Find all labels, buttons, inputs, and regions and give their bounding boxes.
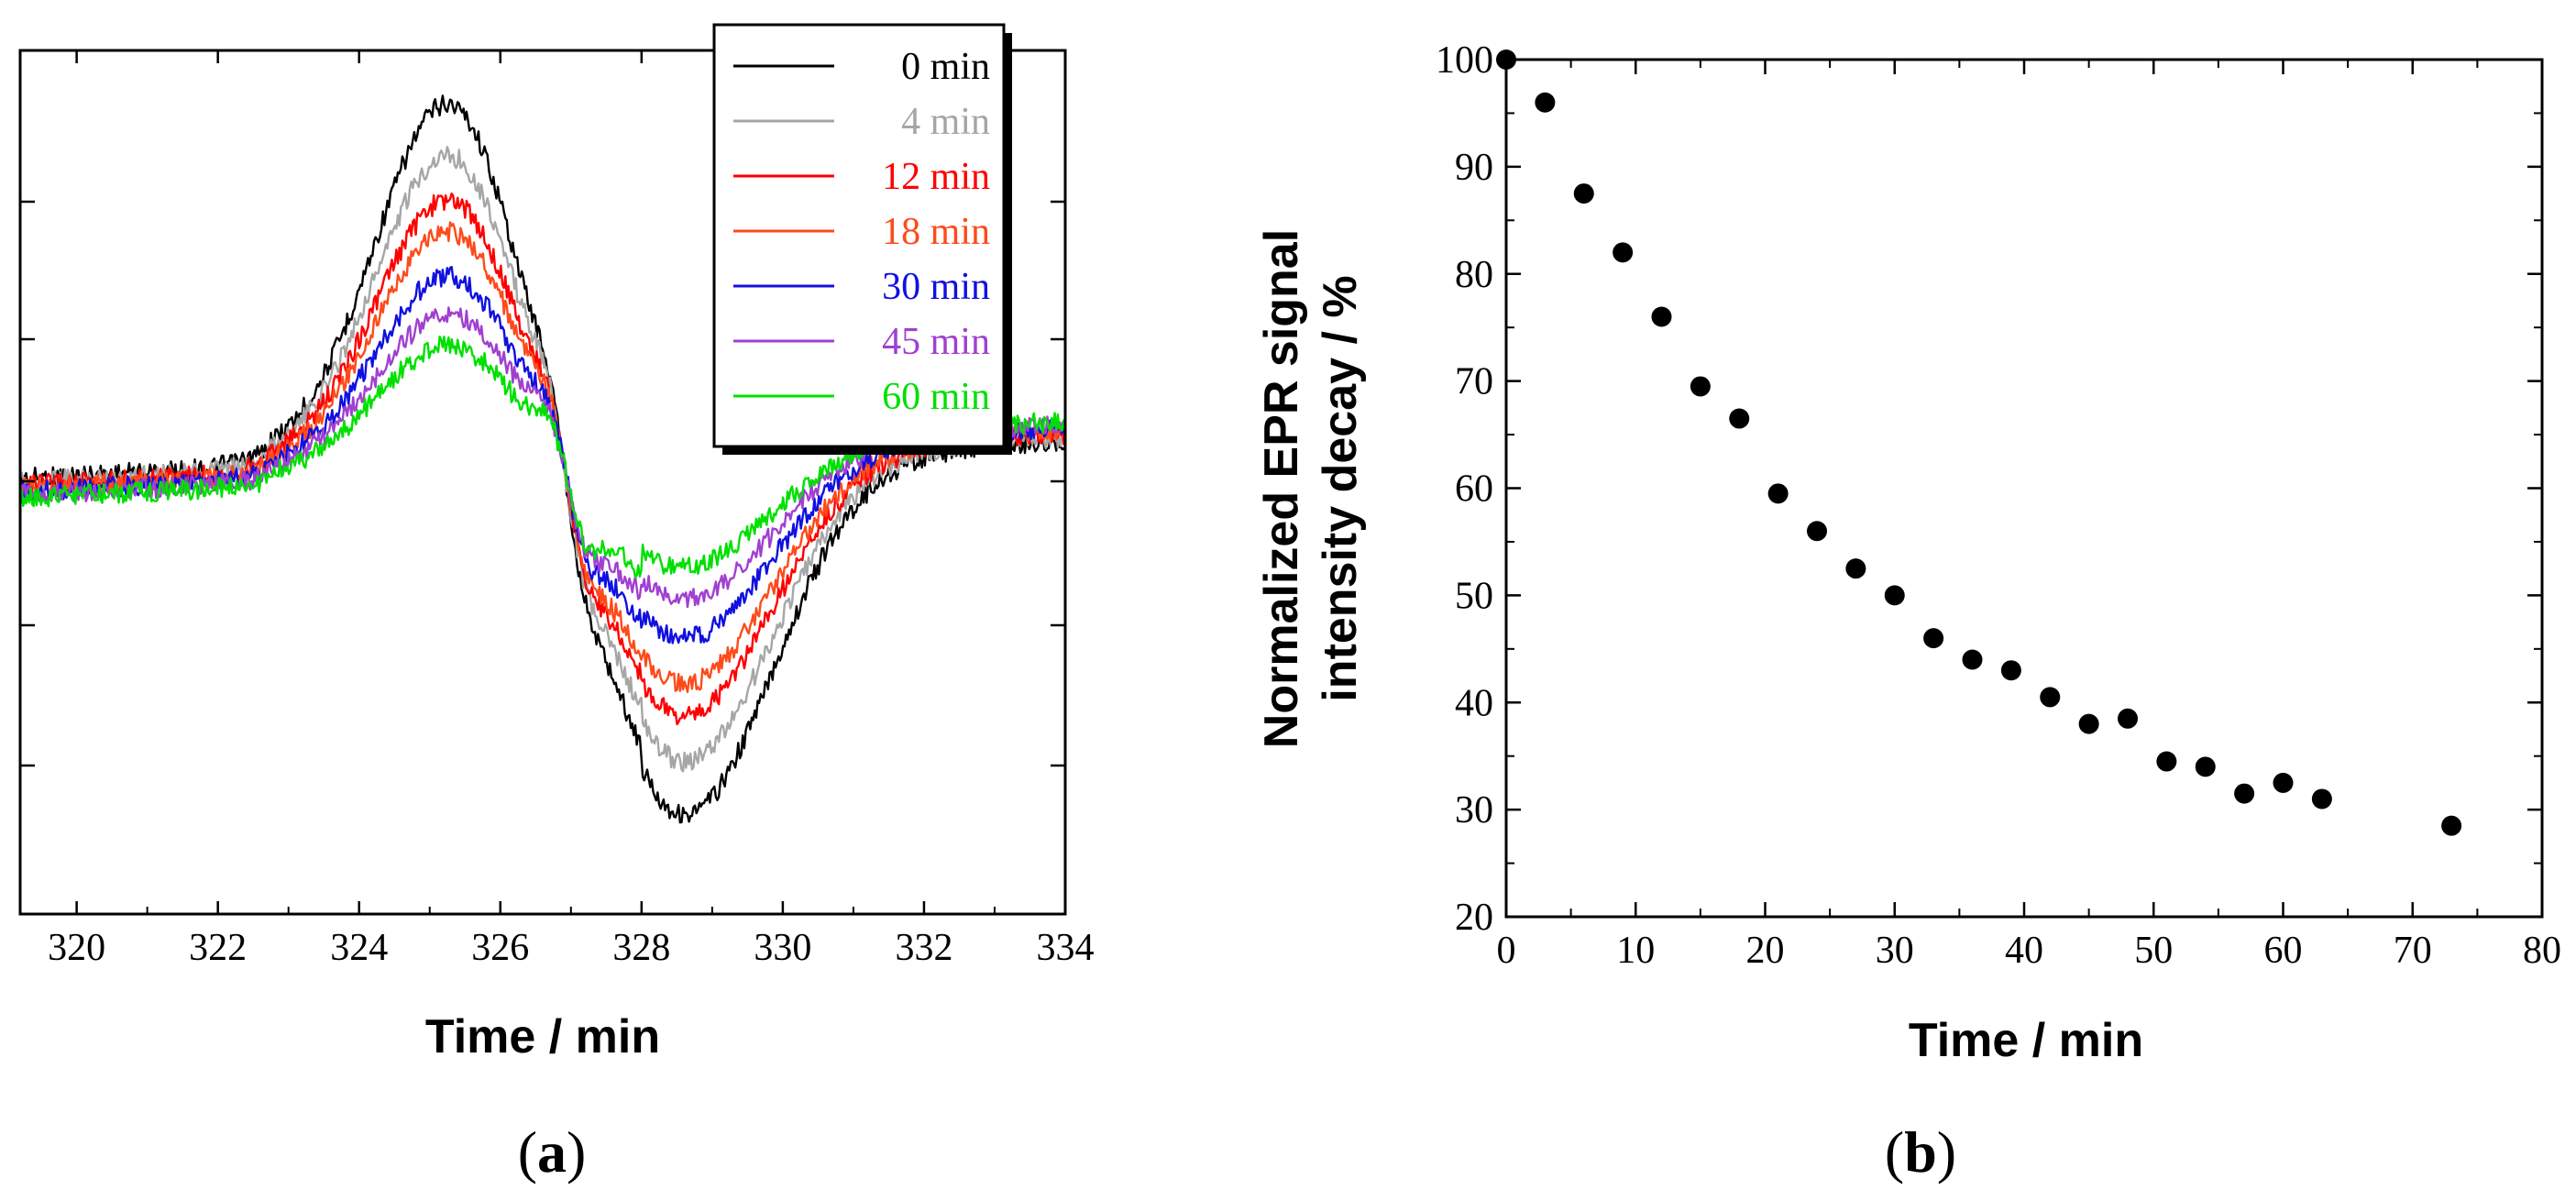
panel-b-label-open: ( [1885,1119,1904,1184]
legend-label: 45 min [882,321,990,363]
panel-a-traces [18,94,1067,824]
panel-b-data-point [1496,50,1516,70]
panel-b-data-point [1962,649,1983,670]
panel-b-data-point [2195,756,2216,777]
panel-b-x-tick-label: 70 [2394,930,2432,972]
panel-a-label-open: ( [518,1119,537,1184]
legend-box [712,23,1006,448]
panel-b-y-tick-label: 80 [1455,254,1493,296]
panel-b-ticks: 0 10 20 30 40 50 60 70 80 20 30 40 50 60 70 80 90 100 [1436,39,2561,972]
panel-b-y-axis-title-line1: Normalized EPR signal [1255,229,1308,748]
panel-b-points [1496,50,2462,836]
panel-b-data-point [2040,687,2061,708]
panel-b-data-point [2441,815,2462,836]
panel-b-data-point [2311,788,2332,810]
panel-b-data-point [1845,558,1866,579]
panel-b-y-tick-label: 30 [1455,789,1493,832]
panel-b-data-point [1690,376,1711,397]
legend-label: 18 min [882,211,990,253]
panel-a-x-tick-label: 328 [612,927,670,969]
panel-b-x-tick-label: 60 [2264,930,2303,972]
panel-a-x-tick-label: 334 [1037,927,1095,969]
panel-a: 320 322 324 326 328 330 332 334 0 min 4 min 12 mi… [18,23,1095,1184]
panel-b-data-point [1807,521,1827,542]
panel-b-data-point [2273,772,2294,793]
panel-a-label: (a) [518,1119,587,1184]
panel-b-x-tick-label: 0 [1497,930,1516,972]
panel-a-ticks: 320 322 324 326 328 330 332 334 [20,50,1095,969]
panel-b-data-point [2118,708,2138,729]
panel-a-x-tick-label: 322 [189,927,247,969]
panel-b-x-tick-label: 50 [2134,930,2173,972]
panel-a-x-tick-label: 326 [471,927,529,969]
legend-label: 60 min [882,376,990,418]
panel-b-x-tick-label: 20 [1746,930,1785,972]
panel-a-legend: 0 min 4 min 12 min 18 min 30 min 45 min 60 min [712,23,1012,455]
panel-a-label-letter: a [537,1119,567,1184]
panel-b-data-point [1651,306,1672,327]
legend-label: 30 min [882,266,990,308]
panel-b-y-tick-label: 60 [1455,468,1493,511]
panel-b-x-tick-label: 80 [2523,930,2561,972]
panel-b-y-tick-label: 20 [1455,897,1493,939]
panel-b-x-tick-label: 30 [1876,930,1914,972]
panel-b-x-axis-title: Time / min [1909,1014,2143,1067]
panel-b-x-tick-label: 40 [2005,930,2043,972]
panel-a-series-4-min [19,146,1066,773]
panel-b-data-point [1884,585,1905,606]
panel-b-y-tick-label: 50 [1455,575,1493,617]
panel-b-data-point [1767,483,1789,504]
panel-b-data-point [1535,92,1556,113]
panel-b-data-point [1729,408,1750,429]
panel-a-x-tick-label: 332 [895,927,952,969]
panel-a-label-close: ) [567,1119,586,1184]
panel-b-data-point [2078,713,2099,734]
panel-b-data-point [1573,183,1594,204]
panel-b-y-tick-label: 40 [1455,682,1493,724]
panel-b-plot-frame [1504,58,2544,919]
panel-b-data-point [1923,628,1944,649]
panel-b-data-point [2156,751,2177,772]
legend-label: 0 min [901,46,990,88]
panel-b-x-tick-label: 10 [1616,930,1655,972]
legend-label: 4 min [901,101,990,143]
panel-b-y-tick-label: 100 [1436,39,1493,82]
panel-a-x-tick-label: 324 [330,927,388,969]
panel-b-data-point [1613,242,1634,263]
legend-label: 12 min [882,156,990,198]
panel-b-y-axis-title-line2: intensity decay / % [1314,275,1367,701]
panel-b-y-tick-label: 90 [1455,147,1493,189]
panel-a-x-tick-label: 320 [48,927,105,969]
panel-b-y-axis-title: Normalized EPR signal intensity decay / … [1255,229,1367,748]
panel-b-y-tick-label: 70 [1455,361,1493,403]
panel-b-label: (b) [1885,1119,1956,1184]
panel-b-data-point [2000,660,2021,681]
panel-b-label-letter: b [1904,1119,1937,1184]
panel-a-x-tick-label: 330 [754,927,811,969]
panel-b: 0 10 20 30 40 50 60 70 80 20 30 40 50 60 70 80 90 100 Tim… [1255,39,2561,1184]
legend-items: 0 min 4 min 12 min 18 min 30 min 45 min 60 min [733,46,990,418]
panel-b-label-close: ) [1937,1119,1956,1184]
panel-a-x-axis-title: Time / min [425,1010,660,1063]
panel-b-data-point [2234,783,2255,804]
